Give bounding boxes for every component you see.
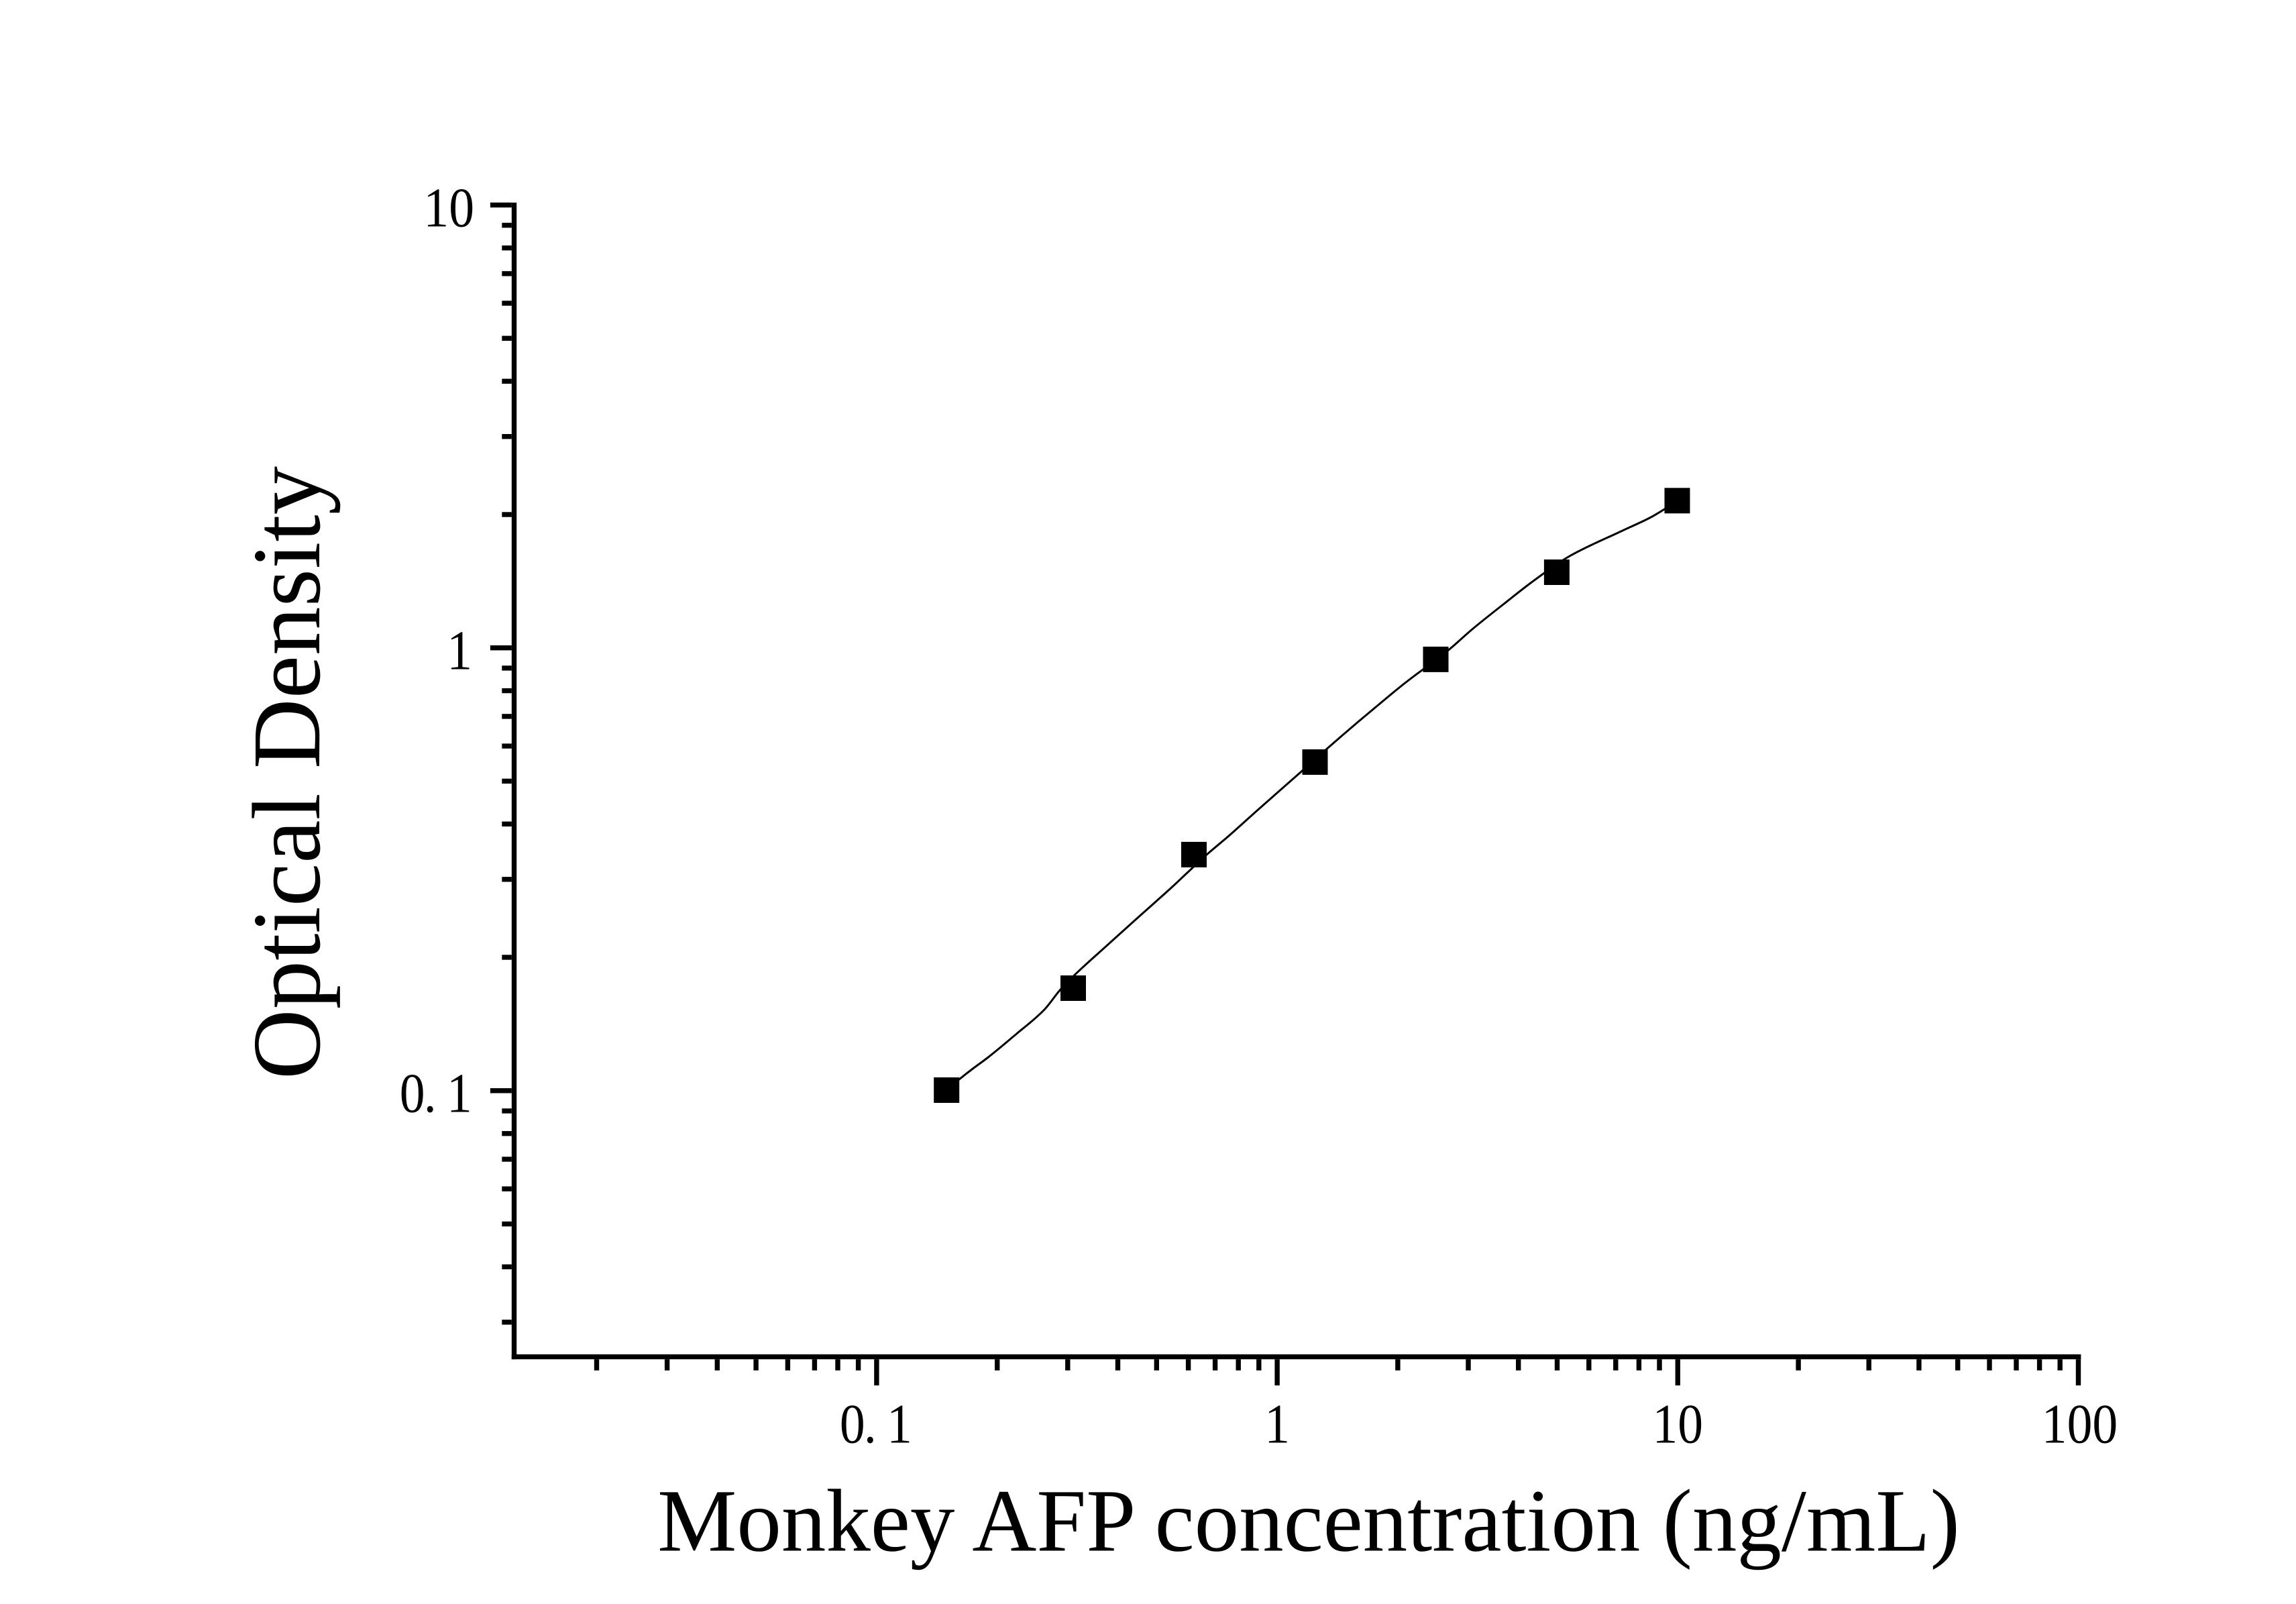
svg-text:10: 10: [423, 177, 474, 239]
svg-text:0. 1: 0. 1: [840, 1393, 911, 1456]
svg-text:1: 1: [1264, 1393, 1290, 1456]
svg-text:10: 10: [1653, 1393, 1704, 1456]
svg-text:Optical Density: Optical Density: [233, 466, 341, 1079]
svg-text:0. 1: 0. 1: [400, 1063, 471, 1125]
svg-text:100: 100: [2042, 1393, 2118, 1456]
svg-text:1: 1: [447, 620, 472, 682]
svg-text:Monkey AFP concentration (ng/m: Monkey AFP concentration (ng/mL): [657, 1471, 1960, 1570]
